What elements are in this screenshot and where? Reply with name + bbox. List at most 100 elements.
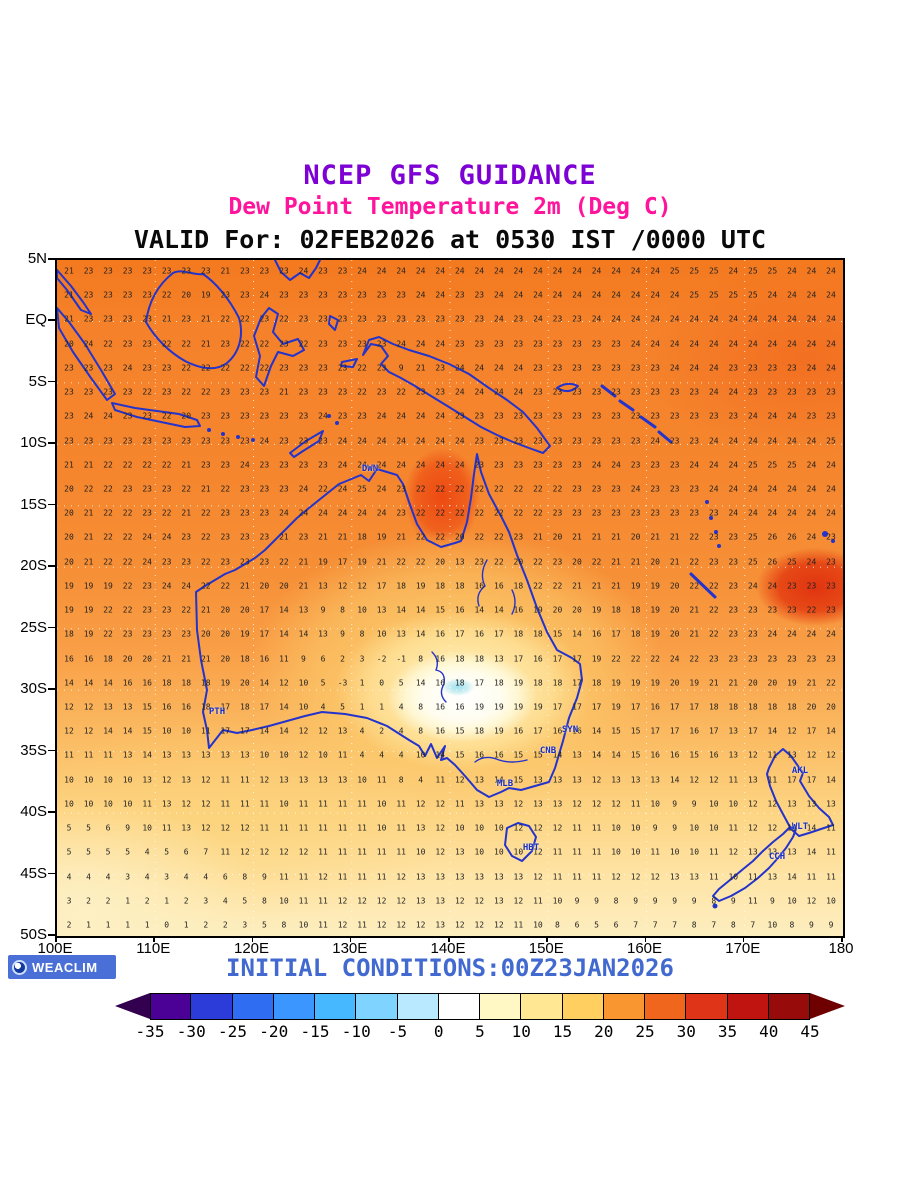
grid-value: 20: [64, 484, 74, 494]
grid-value: 16: [435, 678, 446, 688]
grid-value: 24: [474, 266, 485, 276]
grid-value: 23: [552, 557, 563, 567]
grid-value: 22: [200, 557, 211, 567]
grid-value: 23: [103, 363, 113, 373]
grid-value: 17: [259, 629, 270, 639]
grid-value: 2: [222, 920, 228, 930]
grid-value: 10: [376, 629, 387, 639]
grid-value: 9: [828, 920, 834, 930]
grid-value: 12: [357, 896, 367, 906]
grid-value: 25: [748, 266, 758, 276]
grid-value: 16: [161, 702, 172, 712]
grid-value: 24: [513, 266, 524, 276]
grid-value: 22: [181, 363, 192, 373]
grid-value: 23: [279, 484, 289, 494]
grid-value: 19: [533, 605, 543, 615]
grid-value: 21: [298, 557, 309, 567]
grid-value: 24: [552, 290, 563, 300]
grid-value: 22: [220, 363, 231, 373]
grid-value: 23: [591, 387, 602, 397]
grid-value: 22: [240, 314, 250, 324]
grid-value: 18: [181, 678, 192, 688]
grid-value: 2: [86, 896, 91, 906]
grid-value: 23: [767, 605, 778, 615]
grid-value: 13: [454, 557, 465, 567]
grid-value: 24: [435, 411, 446, 421]
grid-value: 11: [318, 799, 328, 809]
sunda-island: [251, 438, 255, 442]
grid-value: 12: [533, 823, 543, 833]
grid-value: 18: [748, 702, 758, 712]
grid-value: 22: [161, 290, 172, 300]
grid-value: 23: [669, 460, 680, 470]
grid-value: 20: [220, 605, 231, 615]
grid-value: 12: [376, 920, 387, 930]
grid-value: 12: [240, 823, 250, 833]
grid-value: -2: [376, 654, 387, 664]
grid-value: 13: [767, 847, 778, 857]
grid-value: 24: [787, 266, 797, 276]
grid-value: 17: [533, 726, 543, 736]
lat-tick: [48, 380, 55, 383]
grid-value: 23: [161, 363, 172, 373]
grid-value: 23: [64, 363, 74, 373]
grid-value: 23: [513, 314, 524, 324]
australia-coast: [195, 453, 583, 798]
grid-value: 18: [591, 678, 602, 688]
grid-value: 9: [594, 896, 599, 906]
grid-value: 24: [83, 411, 94, 421]
grid-value: 17: [669, 702, 680, 712]
grid-value: 24: [415, 290, 426, 300]
grid-value: 21: [161, 654, 172, 664]
grid-value: 19: [591, 605, 602, 615]
grid-value: 11: [728, 775, 739, 785]
grid-value: 22: [200, 581, 211, 591]
grid-value: 21: [200, 314, 211, 324]
grid-value: 23: [122, 290, 133, 300]
grid-value: 19: [83, 629, 94, 639]
grid-value: 8: [711, 896, 717, 906]
grid-value: 24: [259, 290, 270, 300]
grid-value: 14: [279, 726, 289, 736]
grid-value: 10: [474, 823, 485, 833]
grid-value: 23: [337, 411, 348, 421]
grid-value: 23: [435, 387, 446, 397]
grid-value: 13: [435, 896, 446, 906]
grid-value: 12: [748, 750, 758, 760]
grid-value: 22: [103, 484, 113, 494]
grid-value: 22: [122, 581, 133, 591]
grid-value: 10: [630, 847, 641, 857]
grid-value: 25: [767, 460, 778, 470]
grid-value: 20: [279, 581, 289, 591]
lon-label-150e: 150E: [528, 940, 564, 957]
grid-value: 11: [357, 872, 367, 882]
grid-value: 24: [748, 411, 758, 421]
grid-value: 24: [630, 339, 641, 349]
grid-value: 23: [298, 314, 309, 324]
grid-value: 12: [689, 775, 700, 785]
grid-value: 23: [376, 290, 387, 300]
grid-value: 22: [103, 557, 113, 567]
grid-value: 23: [181, 436, 192, 446]
grid-value: 24: [396, 339, 406, 349]
grid-value: 21: [200, 605, 211, 615]
grid-value: 23: [748, 654, 758, 664]
grid-value: 22: [103, 605, 113, 615]
grid-value: 10: [279, 896, 289, 906]
grid-value: 23: [376, 314, 387, 324]
grid-value: 23: [474, 436, 485, 446]
grid-value: 17: [494, 629, 504, 639]
colorbar-right-arrow: [810, 993, 845, 1019]
grid-value: 25: [748, 290, 758, 300]
grid-value: 23: [435, 314, 446, 324]
grid-value: 22: [122, 605, 133, 615]
grid-value: 4: [398, 750, 404, 760]
grid-value: 23: [298, 387, 309, 397]
grid-value: 23: [611, 436, 621, 446]
grid-value: 22: [181, 605, 192, 615]
grid-value: 24: [591, 460, 602, 470]
grid-value: 23: [787, 654, 797, 664]
colorbar-segment: [232, 993, 274, 1020]
city-label-cch: CCH: [768, 852, 786, 862]
grid-value: 24: [708, 363, 719, 373]
